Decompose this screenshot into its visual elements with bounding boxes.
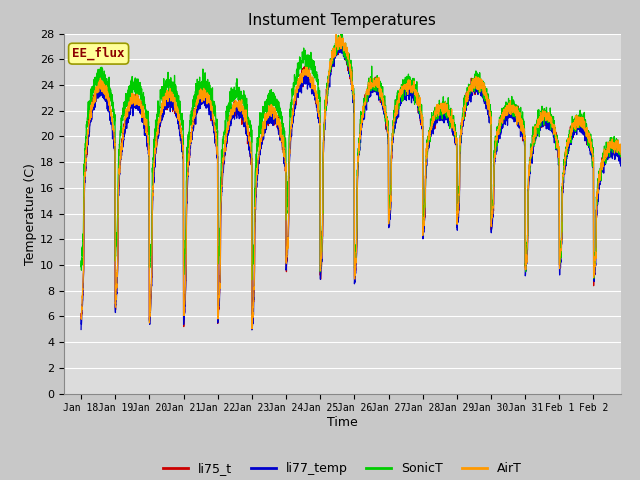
- li75_t: [624, 387, 632, 393]
- Line: SonicT: SonicT: [81, 34, 628, 390]
- AirT: [189, 120, 197, 126]
- li77_temp: [618, 152, 625, 158]
- AirT: [624, 387, 632, 393]
- SonicT: [624, 387, 632, 393]
- X-axis label: Time: Time: [327, 416, 358, 429]
- Text: EE_flux: EE_flux: [72, 47, 125, 60]
- Legend: li75_t, li77_temp, SonicT, AirT: li75_t, li77_temp, SonicT, AirT: [158, 457, 527, 480]
- AirT: [508, 108, 515, 113]
- li77_temp: [473, 83, 481, 89]
- li77_temp: [508, 115, 515, 120]
- Line: li77_temp: li77_temp: [81, 40, 628, 390]
- Title: Instument Temperatures: Instument Temperatures: [248, 13, 436, 28]
- SonicT: [508, 107, 515, 113]
- SonicT: [473, 75, 481, 81]
- li75_t: [618, 155, 625, 161]
- li75_t: [424, 142, 432, 147]
- SonicT: [77, 264, 85, 270]
- li75_t: [540, 115, 548, 121]
- SonicT: [540, 115, 548, 120]
- SonicT: [189, 106, 197, 112]
- AirT: [77, 315, 85, 321]
- AirT: [540, 112, 548, 118]
- SonicT: [424, 141, 432, 146]
- AirT: [332, 31, 340, 37]
- SonicT: [618, 147, 625, 153]
- li75_t: [508, 99, 515, 105]
- Line: AirT: AirT: [81, 34, 628, 390]
- SonicT: [339, 31, 346, 36]
- li77_temp: [77, 326, 85, 332]
- li77_temp: [424, 145, 432, 151]
- AirT: [473, 79, 481, 84]
- li75_t: [77, 311, 85, 316]
- li77_temp: [624, 387, 632, 393]
- Y-axis label: Temperature (C): Temperature (C): [24, 163, 37, 264]
- AirT: [424, 132, 432, 138]
- AirT: [618, 149, 625, 155]
- li75_t: [336, 35, 344, 41]
- Line: li75_t: li75_t: [81, 38, 628, 390]
- li77_temp: [189, 127, 197, 132]
- li77_temp: [540, 120, 548, 125]
- li75_t: [189, 116, 197, 122]
- li75_t: [473, 73, 481, 79]
- li77_temp: [335, 37, 343, 43]
